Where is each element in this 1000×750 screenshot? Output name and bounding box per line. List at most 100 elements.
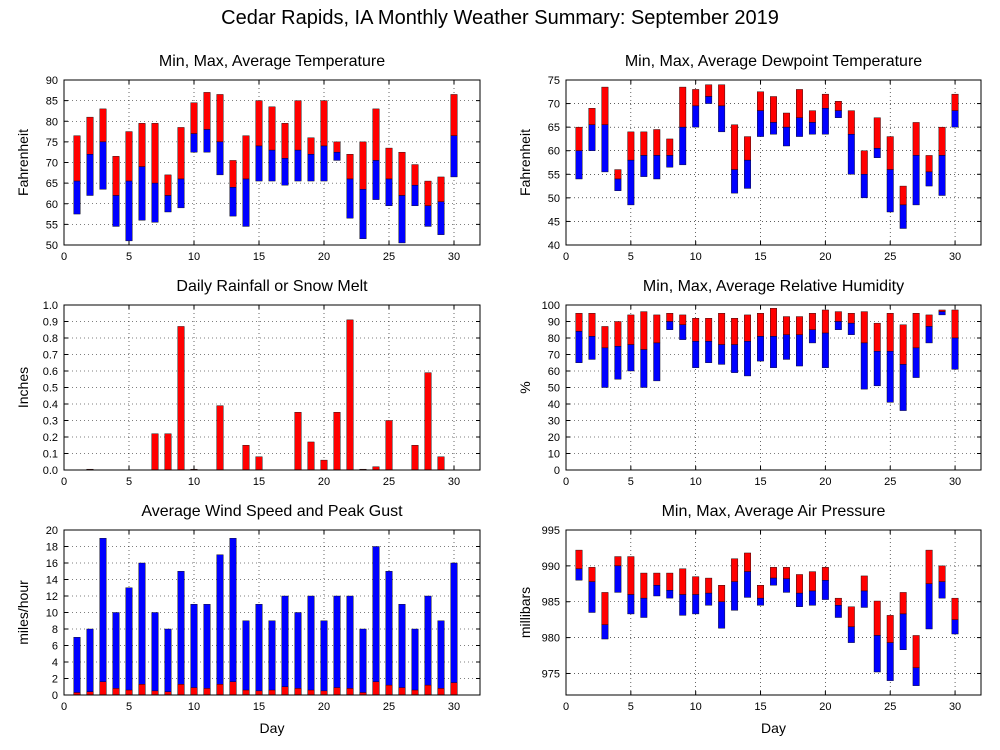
y-tick-label: 80 <box>46 116 58 128</box>
x-tick-label: 0 <box>61 701 67 713</box>
bar-avg-to-max <box>834 101 842 111</box>
x-tick-label: 10 <box>690 251 702 263</box>
bar-min-to-avg <box>320 145 328 182</box>
bar-avg-to-max <box>705 318 713 342</box>
bar-avg-to-max <box>731 318 739 345</box>
bar-avg-to-max <box>873 600 881 636</box>
bar-peak-gust <box>99 538 107 696</box>
bar-min-to-avg <box>718 344 726 365</box>
bar-min-to-avg <box>112 195 120 227</box>
bar-avg-to-max <box>847 110 855 135</box>
bar-min-to-avg <box>627 344 635 372</box>
bar-min-to-avg <box>860 174 868 199</box>
bar-avg-to-max <box>821 93 829 109</box>
x-tick-label: 20 <box>819 476 831 488</box>
plot-frame <box>63 79 481 246</box>
bar-avg-to-max <box>808 313 816 330</box>
bar-min-to-avg <box>783 126 790 147</box>
bar-min-to-avg <box>847 322 855 335</box>
y-tick-label: 10 <box>548 449 560 461</box>
plot-frame <box>565 79 982 246</box>
bar-avg-to-max <box>138 123 146 167</box>
bar-min-to-avg <box>731 344 739 373</box>
bar-avg-to-max <box>770 96 777 123</box>
y-tick-label: 45 <box>548 216 560 228</box>
bar-min-to-avg <box>640 349 648 388</box>
chart-dewpoint: Min, Max, Average Dewpoint Temperature Fa… <box>517 53 982 263</box>
y-tick-label: 0 <box>52 690 58 702</box>
bar-min-to-avg <box>731 581 739 611</box>
bar-avg-to-max <box>951 309 959 339</box>
bar-min-to-avg <box>138 166 146 221</box>
bar-avg-to-max <box>411 164 419 186</box>
bar-min-to-avg <box>834 605 842 618</box>
bar-avg-to-max <box>588 567 596 582</box>
bar-peak-gust <box>359 628 367 696</box>
plot-frame <box>565 304 982 471</box>
bar-avg-to-max <box>795 574 803 594</box>
x-tick-label: 25 <box>884 251 896 263</box>
bar-peak-gust <box>255 604 263 696</box>
y-tick-label: 55 <box>548 169 560 181</box>
bar-min-to-avg <box>718 105 726 133</box>
bar-min-to-avg <box>666 321 674 330</box>
bar-avg-to-max <box>177 127 185 180</box>
bar-min-to-avg <box>653 342 661 382</box>
y-tick-label: 4 <box>52 657 58 669</box>
bar-min-to-avg <box>886 169 894 213</box>
y-axis-label: millibars <box>517 587 533 638</box>
bar-min-to-avg <box>73 180 81 215</box>
bar-avg-to-max <box>951 597 959 620</box>
bar-min-to-avg <box>575 568 583 581</box>
bar-peak-gust <box>177 571 185 696</box>
y-tick-label: 75 <box>46 137 58 149</box>
bar-rainfall <box>437 456 445 471</box>
x-tick-label: 15 <box>253 476 265 488</box>
bar-avg-to-max <box>164 174 172 196</box>
bar-min-to-avg <box>627 594 635 615</box>
bar-avg-to-max <box>601 592 609 625</box>
bar-avg-to-max <box>912 635 920 668</box>
bar-min-to-avg <box>679 594 687 616</box>
x-tick-label: 5 <box>628 476 634 488</box>
x-tick-label: 0 <box>563 476 569 488</box>
bar-avg-to-max <box>450 94 458 136</box>
bar-rainfall <box>346 319 354 471</box>
bar-min-to-avg <box>808 329 816 344</box>
bar-rainfall <box>411 445 419 471</box>
bar-average <box>450 682 458 696</box>
y-tick-label: 30 <box>548 416 560 428</box>
bar-min-to-avg <box>614 178 622 191</box>
bar-avg-to-max <box>627 314 635 345</box>
bar-rainfall <box>385 420 393 471</box>
bar-min-to-avg <box>575 150 583 180</box>
bar-peak-gust <box>450 562 458 696</box>
bar-avg-to-max <box>783 567 790 579</box>
x-tick-label: 25 <box>383 476 395 488</box>
bar-peak-gust <box>333 595 341 696</box>
y-tick-label: 50 <box>548 193 560 205</box>
bar-average <box>307 689 315 696</box>
bar-peak-gust <box>294 612 302 696</box>
bar-min-to-avg <box>795 592 803 607</box>
bar-avg-to-max <box>886 615 894 643</box>
bar-avg-to-max <box>757 313 764 337</box>
bar-rainfall <box>307 441 315 471</box>
y-tick-label: 2 <box>52 674 58 686</box>
y-tick-label: 10 <box>46 608 58 620</box>
y-axis-label: Fahrenheit <box>517 129 533 196</box>
bar-min-to-avg <box>860 342 868 390</box>
bar-rainfall <box>151 433 159 471</box>
bar-average <box>411 689 419 696</box>
y-tick-label: 60 <box>548 146 560 158</box>
y-tick-label: 1.0 <box>43 300 58 312</box>
bar-avg-to-max <box>718 84 726 107</box>
bar-avg-to-max <box>886 136 894 170</box>
y-tick-label: 0.3 <box>43 416 58 428</box>
bar-peak-gust <box>372 546 380 696</box>
bar-avg-to-max <box>834 311 842 322</box>
bar-min-to-avg <box>627 159 635 206</box>
bar-avg-to-max <box>783 316 790 335</box>
bar-min-to-avg <box>705 592 713 606</box>
bar-avg-to-max <box>333 141 341 153</box>
